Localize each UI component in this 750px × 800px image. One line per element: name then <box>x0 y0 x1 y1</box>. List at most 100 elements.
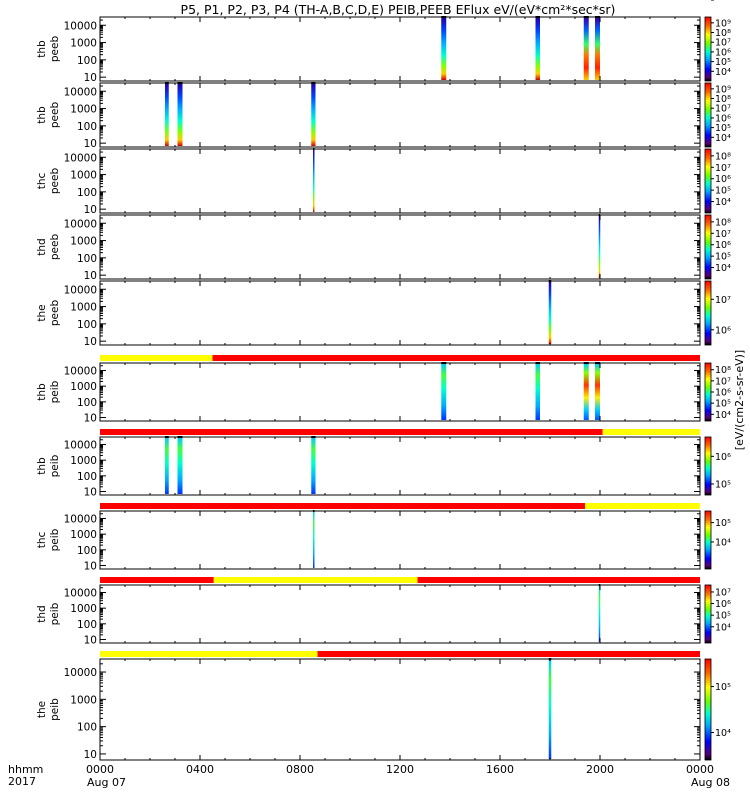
spectrogram-event <box>548 282 552 344</box>
spectrogram-event <box>535 18 540 80</box>
colorbar-tick-label: 10⁶ <box>715 325 731 336</box>
flag-segment-yellow <box>213 577 418 583</box>
y-label-product: peeb <box>49 36 61 63</box>
flag-segment-red <box>212 355 700 361</box>
x-axis-annotation: hhmm 2017 Aug 07 Aug 08 <box>8 763 730 789</box>
flag-segment-red <box>100 577 214 583</box>
colorbar-tick-label: 10⁵ <box>715 479 731 490</box>
spectrogram-event <box>441 364 447 420</box>
colorbar <box>704 436 712 496</box>
colorbar-tick-label: 10⁵ <box>715 682 731 693</box>
panel-5: 10 100 1000 10000 the peeb 10⁶ 10⁷ <box>36 280 731 348</box>
x-tick-label: 0400 <box>186 763 214 776</box>
x-tick-label: 2000 <box>586 763 614 776</box>
y-label-product: peib <box>49 602 61 625</box>
colorbar-tick-label: 10⁴ <box>715 410 731 421</box>
panel-7: 10 100 1000 10000 thb peib 10⁵ 10⁶ <box>36 429 731 499</box>
spectrogram-event <box>548 660 552 759</box>
y-tick-label: 1000 <box>70 104 97 116</box>
colorbar <box>704 584 712 644</box>
colorbar-tick-label: 10⁶ <box>715 174 731 185</box>
x-axis-row-label-hhmm: hhmm <box>8 763 43 776</box>
spectrogram-event <box>441 18 447 80</box>
x-tick-label: 0000 <box>686 763 714 776</box>
colorbar-tick-label: 10⁷ <box>715 163 731 174</box>
spectrogram-event <box>177 438 183 494</box>
flag-segment-red <box>100 429 603 435</box>
y-label-product: peib <box>49 698 61 721</box>
panel-frame <box>99 510 701 570</box>
colorbar-tick-label: 10⁹ <box>715 18 731 29</box>
x-axis-row-label-year: 2017 <box>8 775 36 788</box>
colorbar-tick-label: 10⁴ <box>715 537 731 548</box>
x-tick-label: 0800 <box>286 763 314 776</box>
y-tick-label: 10 <box>84 336 97 348</box>
colorbar-tick-label: 10⁷ <box>715 587 731 598</box>
panel-frame <box>99 658 701 761</box>
y-tick-label: 10 <box>84 413 97 425</box>
spectrogram-event <box>165 84 169 146</box>
colorbar-tick-label: 10⁵ <box>715 57 731 68</box>
spectrogram-event <box>165 438 169 494</box>
colorbar-tick-label: 10⁸ <box>715 151 731 162</box>
colorbar <box>704 510 712 570</box>
y-label-product: peeb <box>49 168 61 195</box>
y-tick-label: 100 <box>77 319 97 331</box>
colorbar-tick-label: 10⁶ <box>715 113 731 124</box>
y-tick-label: 10 <box>84 72 97 84</box>
y-label-product: peib <box>49 380 61 403</box>
y-tick-label: 10000 <box>64 365 97 377</box>
y-label-probe: thb <box>36 106 48 124</box>
y-label-product: peib <box>49 454 61 477</box>
y-tick-label: 100 <box>77 619 97 631</box>
y-tick-label: 100 <box>77 397 97 409</box>
colorbar-tick-label: 10⁴ <box>715 197 731 208</box>
panel-frame <box>99 214 701 280</box>
y-tick-label: 10000 <box>64 667 97 679</box>
y-label-probe: thb <box>36 383 48 401</box>
y-tick-label: 1000 <box>70 603 97 615</box>
y-tick-label: 10 <box>84 487 97 499</box>
colorbar-tick-label: 10⁶ <box>715 599 731 610</box>
x-tick-label: 1200 <box>386 763 414 776</box>
colorbar <box>704 82 712 148</box>
colorbar <box>704 148 712 214</box>
x-axis-start-date: Aug 07 <box>87 776 126 789</box>
y-tick-label: 10 <box>84 270 97 282</box>
y-tick-label: 10000 <box>64 513 97 525</box>
y-tick-label: 100 <box>77 545 97 557</box>
colorbar-tick-label: 10⁸ <box>715 365 731 376</box>
y-tick-label: 100 <box>77 253 97 265</box>
y-tick-label: 10 <box>84 204 97 216</box>
y-tick-label: 10 <box>84 749 97 761</box>
y-tick-label: 10 <box>84 635 97 647</box>
spectrogram-event <box>595 364 600 420</box>
colorbar <box>704 280 712 346</box>
colorbar-tick-label: 10⁳ <box>715 0 731 3</box>
colorbar-tick-label: 10⁸ <box>715 28 731 39</box>
y-tick-label: 1000 <box>70 381 97 393</box>
panel-frame <box>99 584 701 644</box>
y-tick-label: 100 <box>77 121 97 133</box>
colorbar-tick-label: 10⁵ <box>715 518 731 529</box>
y-label-product: peib <box>49 528 61 551</box>
y-label-product: peeb <box>49 234 61 261</box>
colorbar-tick-label: 10⁴ <box>715 263 731 274</box>
colorbar-tick-label: 10⁴ <box>715 67 731 78</box>
y-label-probe: thb <box>36 40 48 58</box>
panel-frame <box>99 16 701 82</box>
figure-title: P5, P1, P2, P3, P4 (TH-A,B,C,D,E) PEIB,P… <box>181 2 616 17</box>
y-tick-label: 1000 <box>70 455 97 467</box>
spectrogram-event <box>583 364 589 420</box>
panel-10: 10 100 1000 10000 the peib 10⁴ 10⁵ <box>36 651 731 761</box>
y-tick-label: 10000 <box>64 284 97 296</box>
y-tick-label: 1000 <box>70 694 97 706</box>
y-tick-label: 1000 <box>70 170 97 182</box>
colorbar <box>704 16 712 82</box>
y-tick-label: 100 <box>77 187 97 199</box>
y-tick-label: 10000 <box>64 20 97 32</box>
